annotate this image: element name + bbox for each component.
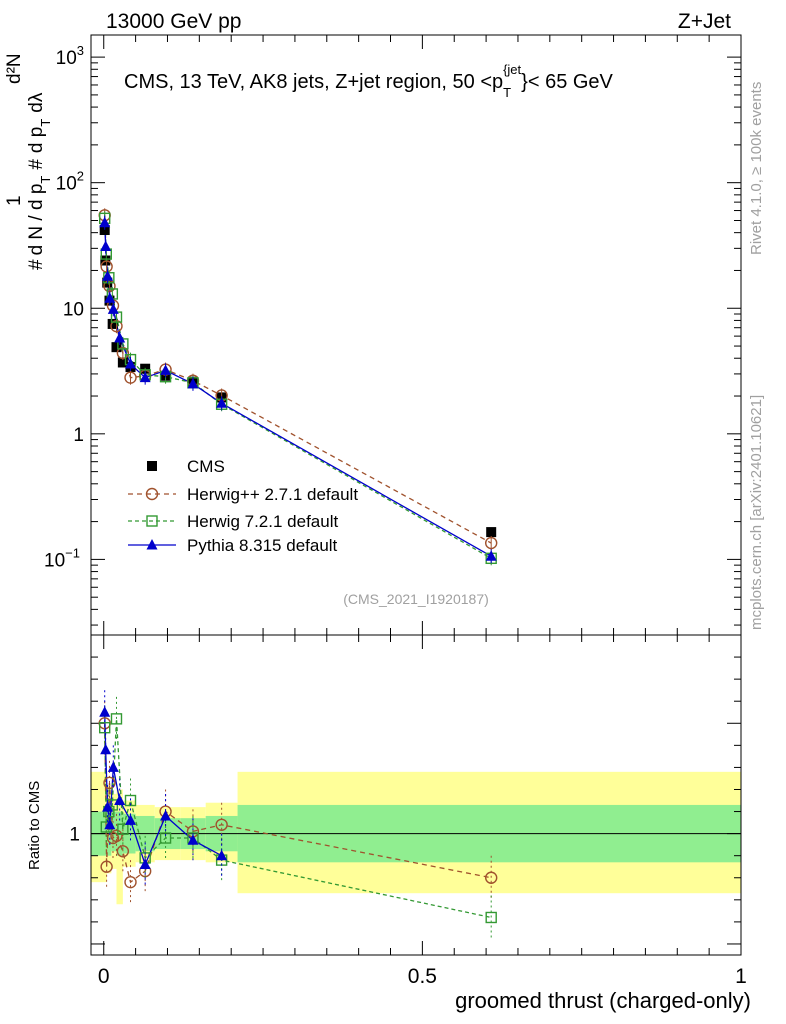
- ratio-point-1-6: [124, 794, 137, 807]
- ylabel-dpT: d p: [26, 127, 47, 153]
- ylabel-dN: d N / d p: [26, 184, 47, 256]
- axis-ticks: 0 0.5 1 10−1 1 10 102 103 1: [44, 35, 747, 988]
- legend-label-1: Herwig++ 2.7.1 default: [187, 485, 358, 504]
- rivet-label: Rivet 4.1.0, ≥ 100k events: [748, 82, 765, 255]
- ratio-y-tick-label: 1: [69, 825, 80, 846]
- ratio-point-1-8: [159, 832, 172, 844]
- ratio-point-0-1: [100, 860, 113, 873]
- legend-marker-1: [145, 487, 159, 501]
- point-3-8: [160, 364, 172, 375]
- y-axis-label-top: 1: [4, 195, 25, 206]
- legend-label-3: Pythia 8.315 default: [187, 536, 338, 555]
- y-tick-label: 102: [56, 169, 84, 195]
- point-3-5: [114, 331, 126, 343]
- chart-title-tail: }< 65 GeV: [521, 71, 613, 93]
- point-0-12: [486, 527, 497, 538]
- ratio-point-2-10: [216, 849, 228, 861]
- point-3-0: [99, 216, 111, 228]
- ratio-point-0-11: [484, 871, 498, 884]
- ratio-y-axis-label: Ratio to CMS: [26, 781, 43, 870]
- y-tick-label: 10−1: [44, 545, 80, 571]
- point-1-6: [124, 371, 137, 384]
- chart-title: CMS, 13 TeV, AK8 jets, Z+jet region, 50 …: [124, 62, 614, 100]
- ratio-point-0-4: [110, 829, 123, 843]
- y-tick-label: 10: [63, 299, 84, 320]
- ratio-point-0-6: [124, 875, 137, 889]
- series-line-3: [104, 222, 492, 557]
- point-3-3: [104, 292, 116, 303]
- watermark: (CMS_2021_I1920187): [343, 591, 489, 607]
- ylabel-sub: T: [38, 176, 53, 184]
- point-3-6: [125, 357, 137, 369]
- point-3-4: [107, 303, 119, 314]
- header-left: 13000 GeV pp: [106, 10, 241, 33]
- point-3-7: [139, 371, 151, 383]
- plot-frames: [90, 34, 742, 956]
- point-3-1: [100, 240, 112, 252]
- x-axis-label: groomed thrust (charged-only): [455, 988, 751, 1013]
- ratio-point-1-0: [99, 721, 111, 734]
- y-axis-label-text: #d N / d pT#d pTdλ: [26, 92, 53, 270]
- x-tick-label: 1: [735, 965, 747, 988]
- legend-marker-3: [146, 539, 158, 550]
- series-line-2: [104, 218, 492, 559]
- ylabel-hash2: #: [26, 159, 47, 170]
- legend-label-2: Herwig 7.2.1 default: [187, 512, 338, 531]
- ratio-point-1-11: [485, 911, 497, 924]
- ratio-point-0-2: [103, 776, 116, 790]
- point-0-5: [111, 342, 122, 353]
- legend-marker-2: [146, 515, 158, 527]
- chart-title-sup: {jet: [503, 62, 521, 77]
- ratio-point-2-4: [107, 761, 119, 772]
- x-tick-label: 0.5: [408, 965, 437, 988]
- point-1-11: [484, 536, 498, 550]
- point-3-2: [102, 270, 114, 281]
- ratio-plot-frame: [90, 634, 742, 956]
- point-3-9: [187, 377, 199, 389]
- ratio-point-2-5: [114, 794, 126, 806]
- y-tick-label: 1: [73, 425, 84, 446]
- ratio-line-0: [104, 723, 492, 884]
- ylabel-dl: dλ: [26, 92, 47, 113]
- legend: CMS Herwig++ 2.7.1 default Herwig 7.2.1 de…: [128, 457, 358, 555]
- mcplots-label: mcplots.cern.ch [arXiv:2401.10621]: [748, 395, 765, 630]
- y-axis-label-num: d²N: [4, 53, 25, 84]
- ratio-point-2-1: [100, 743, 112, 755]
- ratio-point-2-6: [125, 814, 137, 825]
- series-markers: [98, 208, 498, 940]
- legend-label-0: CMS: [187, 457, 225, 476]
- ylabel-sub2: T: [38, 119, 53, 127]
- ratio-point-1-4: [110, 713, 123, 725]
- ratio-point-2-7: [139, 858, 151, 870]
- ratio-point-1-5: [117, 823, 129, 835]
- point-0-4: [107, 318, 118, 329]
- ratio-point-2-9: [187, 834, 199, 845]
- ratio-point-2-2: [102, 801, 114, 812]
- ratio-point-2-3: [104, 818, 116, 830]
- legend-marker-0: [147, 461, 157, 471]
- point-3-10: [216, 397, 228, 408]
- point-0-0: [99, 224, 110, 235]
- y-axis-label: #d N / d pT#d pTdλ 1 d²N: [4, 53, 53, 270]
- ratio-point-0-5: [116, 845, 130, 858]
- ratio-point-0-10: [215, 818, 228, 831]
- ylabel-hash: #: [26, 259, 47, 270]
- chart-title-main: CMS, 13 TeV, AK8 jets, Z+jet region, 50 …: [124, 71, 503, 93]
- chart-title-sub: T: [503, 85, 511, 100]
- point-0-6: [117, 357, 128, 368]
- ratio-point-2-8: [160, 809, 172, 821]
- x-tick-label: 0: [98, 965, 110, 988]
- header-right: Z+Jet: [678, 10, 731, 33]
- ratio-point-2-0: [99, 706, 111, 717]
- y-tick-label: 103: [56, 43, 84, 69]
- point-3-11: [485, 550, 497, 561]
